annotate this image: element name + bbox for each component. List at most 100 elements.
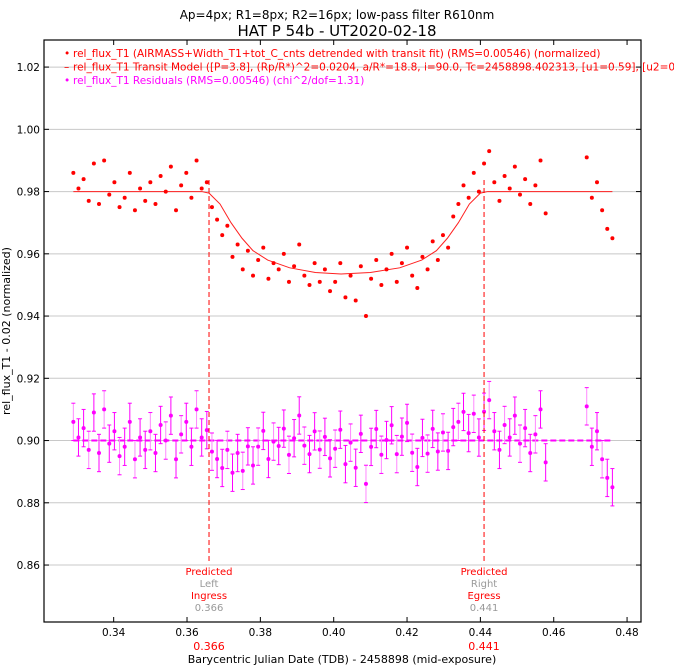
flux-point <box>317 279 322 284</box>
event-value-axis: 0.441 <box>468 640 500 653</box>
residual-point <box>358 431 363 436</box>
residual-point <box>261 428 266 433</box>
residual-point <box>369 444 374 449</box>
residual-point <box>158 422 163 427</box>
flux-point <box>322 267 327 272</box>
residual-point <box>184 419 189 424</box>
flux-point <box>389 251 394 256</box>
residual-point <box>333 446 338 451</box>
event-value: 0.366 <box>195 603 224 614</box>
residual-point <box>523 426 528 431</box>
flux-point <box>399 261 404 266</box>
residual-point <box>487 398 492 403</box>
flux-point <box>76 186 81 191</box>
flux-point <box>374 258 379 263</box>
residual-point <box>138 435 143 440</box>
x-tick-label: 0.38 <box>249 627 272 639</box>
residual-point <box>86 447 91 452</box>
y-tick-label: 0.98 <box>17 187 40 199</box>
flux-point <box>286 279 291 284</box>
flux-point <box>194 158 199 163</box>
y-tick-label: 0.88 <box>17 498 40 510</box>
legend-entry: rel_flux_T1 Transit Model ([P=3.8], (Rp/… <box>73 62 674 74</box>
flux-point <box>174 208 179 213</box>
flux-point <box>384 267 389 272</box>
y-axis-label: rel_flux_T1 - 0.02 (normalized) <box>0 247 13 415</box>
flux-point <box>492 180 497 185</box>
residual-point <box>497 447 502 452</box>
event-value-axis: 0.366 <box>193 640 225 653</box>
residual-point <box>435 449 440 454</box>
residual-point <box>235 451 240 456</box>
residual-point <box>240 468 245 473</box>
residual-point <box>348 440 353 445</box>
flux-point <box>435 258 440 263</box>
y-tick-label: 0.96 <box>17 249 41 261</box>
residual-point <box>174 457 179 462</box>
residual-point <box>528 451 533 456</box>
flux-point <box>487 149 492 154</box>
flux-point <box>127 170 132 175</box>
flux-point <box>91 161 96 166</box>
y-tick-label: 0.86 <box>17 560 41 572</box>
residual-point <box>122 444 127 449</box>
flux-point <box>209 205 214 210</box>
flux-point <box>476 189 481 194</box>
flux-point <box>425 267 430 272</box>
residual-point <box>132 457 137 462</box>
flux-point <box>405 245 410 250</box>
residual-point <box>209 449 214 454</box>
residual-point <box>251 463 256 468</box>
residual-point <box>594 429 599 434</box>
flux-point <box>153 202 158 207</box>
residual-point <box>584 404 589 409</box>
residual-point <box>415 465 420 470</box>
residual-point <box>512 413 517 418</box>
residual-point <box>471 411 476 416</box>
flux-point <box>363 314 368 319</box>
residual-point <box>199 435 204 440</box>
residual-point <box>394 452 399 457</box>
flux-point <box>600 208 605 213</box>
residual-point <box>148 429 153 434</box>
flux-point <box>482 161 487 166</box>
flux-point <box>379 282 384 287</box>
flux-point <box>302 273 307 278</box>
flux-point <box>446 245 451 250</box>
residual-point <box>425 451 430 456</box>
x-axis-label: Barycentric Julian Date (TDB) - 2458898 … <box>188 653 497 666</box>
residual-point <box>286 452 291 457</box>
residual-point <box>543 460 548 465</box>
flux-point <box>117 205 122 210</box>
flux-point <box>225 223 230 228</box>
residual-point <box>112 429 117 434</box>
residual-point <box>605 475 610 480</box>
legend-marker: • <box>64 48 70 60</box>
flux-point <box>584 155 589 160</box>
x-tick-label: 0.34 <box>102 627 126 639</box>
residual-point <box>420 435 425 440</box>
residual-point <box>256 444 261 449</box>
flux-point <box>353 298 358 303</box>
residual-point <box>220 465 225 470</box>
residual-point <box>143 447 148 452</box>
x-tick-label: 0.46 <box>542 627 566 639</box>
flux-point <box>122 195 127 200</box>
predicted-label: Predicted <box>461 567 508 578</box>
residual-point <box>307 452 312 457</box>
flux-point <box>307 282 312 287</box>
legend-entry: rel_flux_T1 (AIRMASS+Width_T1+tot_C_cnts… <box>73 48 600 60</box>
residual-point <box>194 407 199 412</box>
flux-point <box>420 254 425 259</box>
flux-point <box>251 273 256 278</box>
residual-point <box>374 427 379 432</box>
residual-point <box>179 432 184 437</box>
x-tick-label: 0.48 <box>615 627 638 639</box>
flux-point <box>589 195 594 200</box>
flux-point <box>143 198 148 203</box>
flux-point <box>543 211 548 216</box>
residual-point <box>461 409 466 414</box>
flux-point <box>430 239 435 244</box>
